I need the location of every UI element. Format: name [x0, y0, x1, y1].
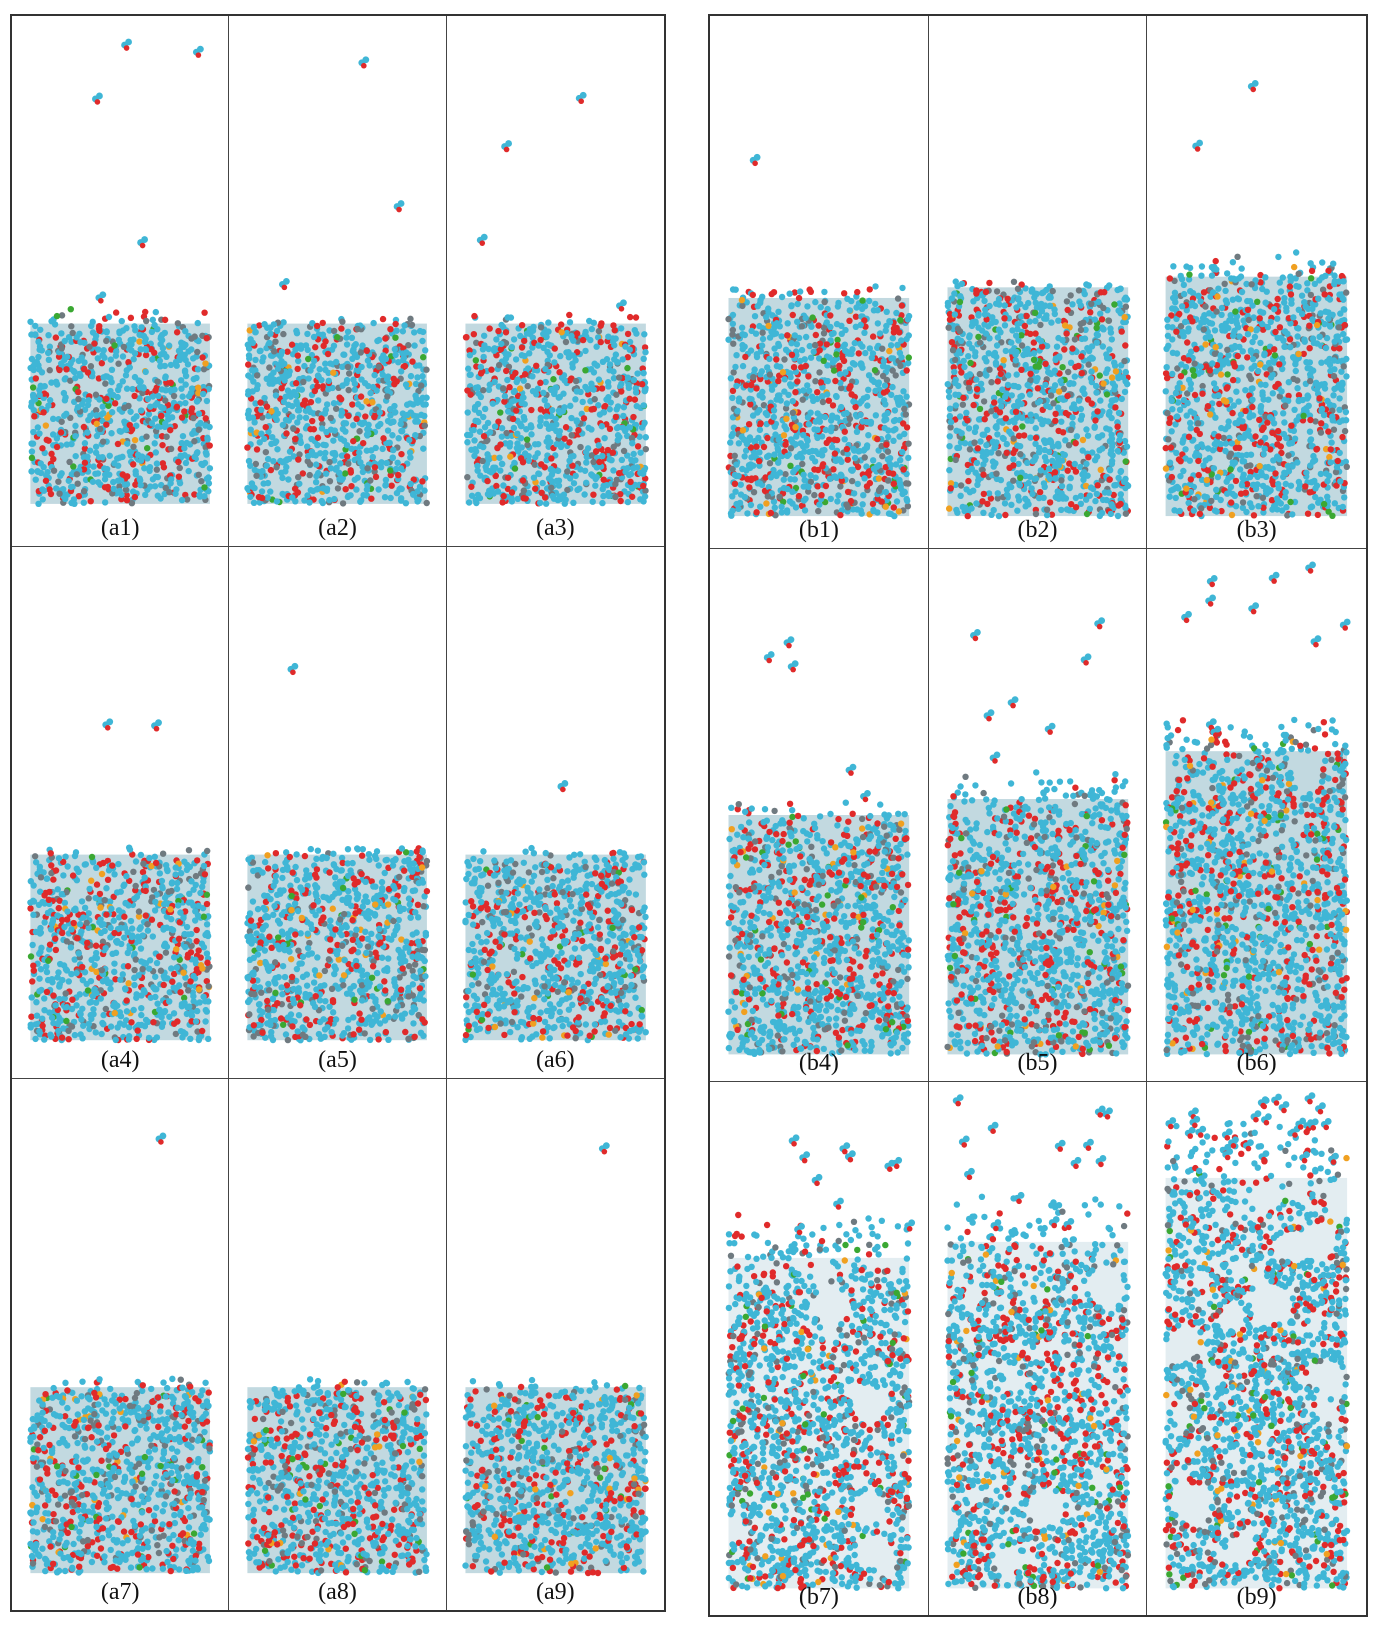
- panel-label: (a9): [536, 1578, 575, 1605]
- simulation-panel-a6: (a6): [446, 547, 664, 1079]
- panel-label: (a2): [318, 515, 357, 542]
- simulation-panel-a5: (a5): [229, 547, 447, 1079]
- simulation-panel-b9: (b9): [1147, 1082, 1366, 1615]
- panel-label: (b8): [1017, 1584, 1058, 1610]
- molecular-snapshot: [944, 278, 1131, 520]
- simulation-panel-b3: (b3): [1147, 16, 1366, 549]
- molecular-snapshot: [1162, 80, 1351, 520]
- simulation-panel-a1: (a1): [12, 16, 230, 548]
- panel-grid-b: (b1) (b2) (b3) (b4) (b5) (b6) (b7) (b8) (b9): [710, 16, 1366, 1615]
- simulation-panel-a8: (a8): [229, 1078, 447, 1610]
- panel-label: (a3): [536, 515, 575, 542]
- panel-label: (a4): [100, 1046, 140, 1073]
- molecular-snapshot: [1162, 1092, 1351, 1592]
- panel-grid-a: (a1) (a2) (a3) (a4) (a5) (a6) (a7) (a8) (a9): [12, 16, 664, 1610]
- panel-label: (b2): [1017, 517, 1058, 543]
- panel-label: (b5): [1017, 1050, 1058, 1076]
- panel-label: (a5): [318, 1046, 357, 1073]
- molecular-snapshot: [461, 1141, 649, 1576]
- panel-label: (b6): [1236, 1050, 1277, 1076]
- simulation-panel-b6: (b6): [1147, 549, 1366, 1082]
- panel-label: (b1): [798, 517, 839, 543]
- panel-label: (b9): [1236, 1584, 1277, 1610]
- simulation-panel-a2: (a2): [229, 16, 447, 548]
- molecular-snapshot: [461, 780, 649, 1044]
- panel-label: (b7): [798, 1584, 839, 1610]
- panel-label: (a6): [536, 1046, 575, 1073]
- simulation-panel-b4: (b4): [710, 549, 929, 1082]
- simulation-panel-b1: (b1): [710, 16, 929, 549]
- panel-group-a: (a1) (a2) (a3) (a4) (a5) (a6) (a7) (a8) (a9): [10, 14, 666, 1612]
- simulation-panel-b8: (b8): [929, 1082, 1148, 1615]
- molecular-snapshot: [27, 718, 213, 1044]
- panel-label: (a1): [100, 515, 140, 542]
- molecular-snapshot: [244, 56, 431, 507]
- simulation-panel-b7: (b7): [710, 1082, 929, 1615]
- simulation-panel-a9: (a9): [447, 1079, 664, 1610]
- simulation-panel-b2: (b2): [928, 16, 1148, 549]
- molecular-snapshot: [27, 38, 214, 508]
- simulation-panel-a3: (a3): [446, 16, 664, 548]
- panel-label: (a8): [318, 1578, 357, 1605]
- molecular-snapshot: [944, 617, 1131, 1058]
- molecular-snapshot: [725, 153, 913, 520]
- molecular-snapshot: [725, 1134, 916, 1592]
- simulation-panel-b5: (b5): [928, 549, 1148, 1082]
- simulation-panel-a4: (a4): [12, 547, 230, 1079]
- molecular-snapshot: [244, 663, 431, 1044]
- simulation-panel-a7: (a7): [12, 1078, 230, 1610]
- molecular-snapshot: [27, 1132, 214, 1576]
- molecular-snapshot: [725, 636, 912, 1057]
- panel-label: (a7): [100, 1578, 140, 1605]
- molecular-snapshot: [462, 91, 649, 507]
- panel-label: (b4): [798, 1050, 839, 1076]
- molecular-snapshot: [245, 1375, 431, 1576]
- molecular-snapshot: [944, 1094, 1131, 1592]
- panel-group-b: (b1) (b2) (b3) (b4) (b5) (b6) (b7) (b8) (b9): [708, 14, 1368, 1617]
- molecular-snapshot: [1163, 561, 1351, 1058]
- panel-label: (b3): [1236, 517, 1277, 543]
